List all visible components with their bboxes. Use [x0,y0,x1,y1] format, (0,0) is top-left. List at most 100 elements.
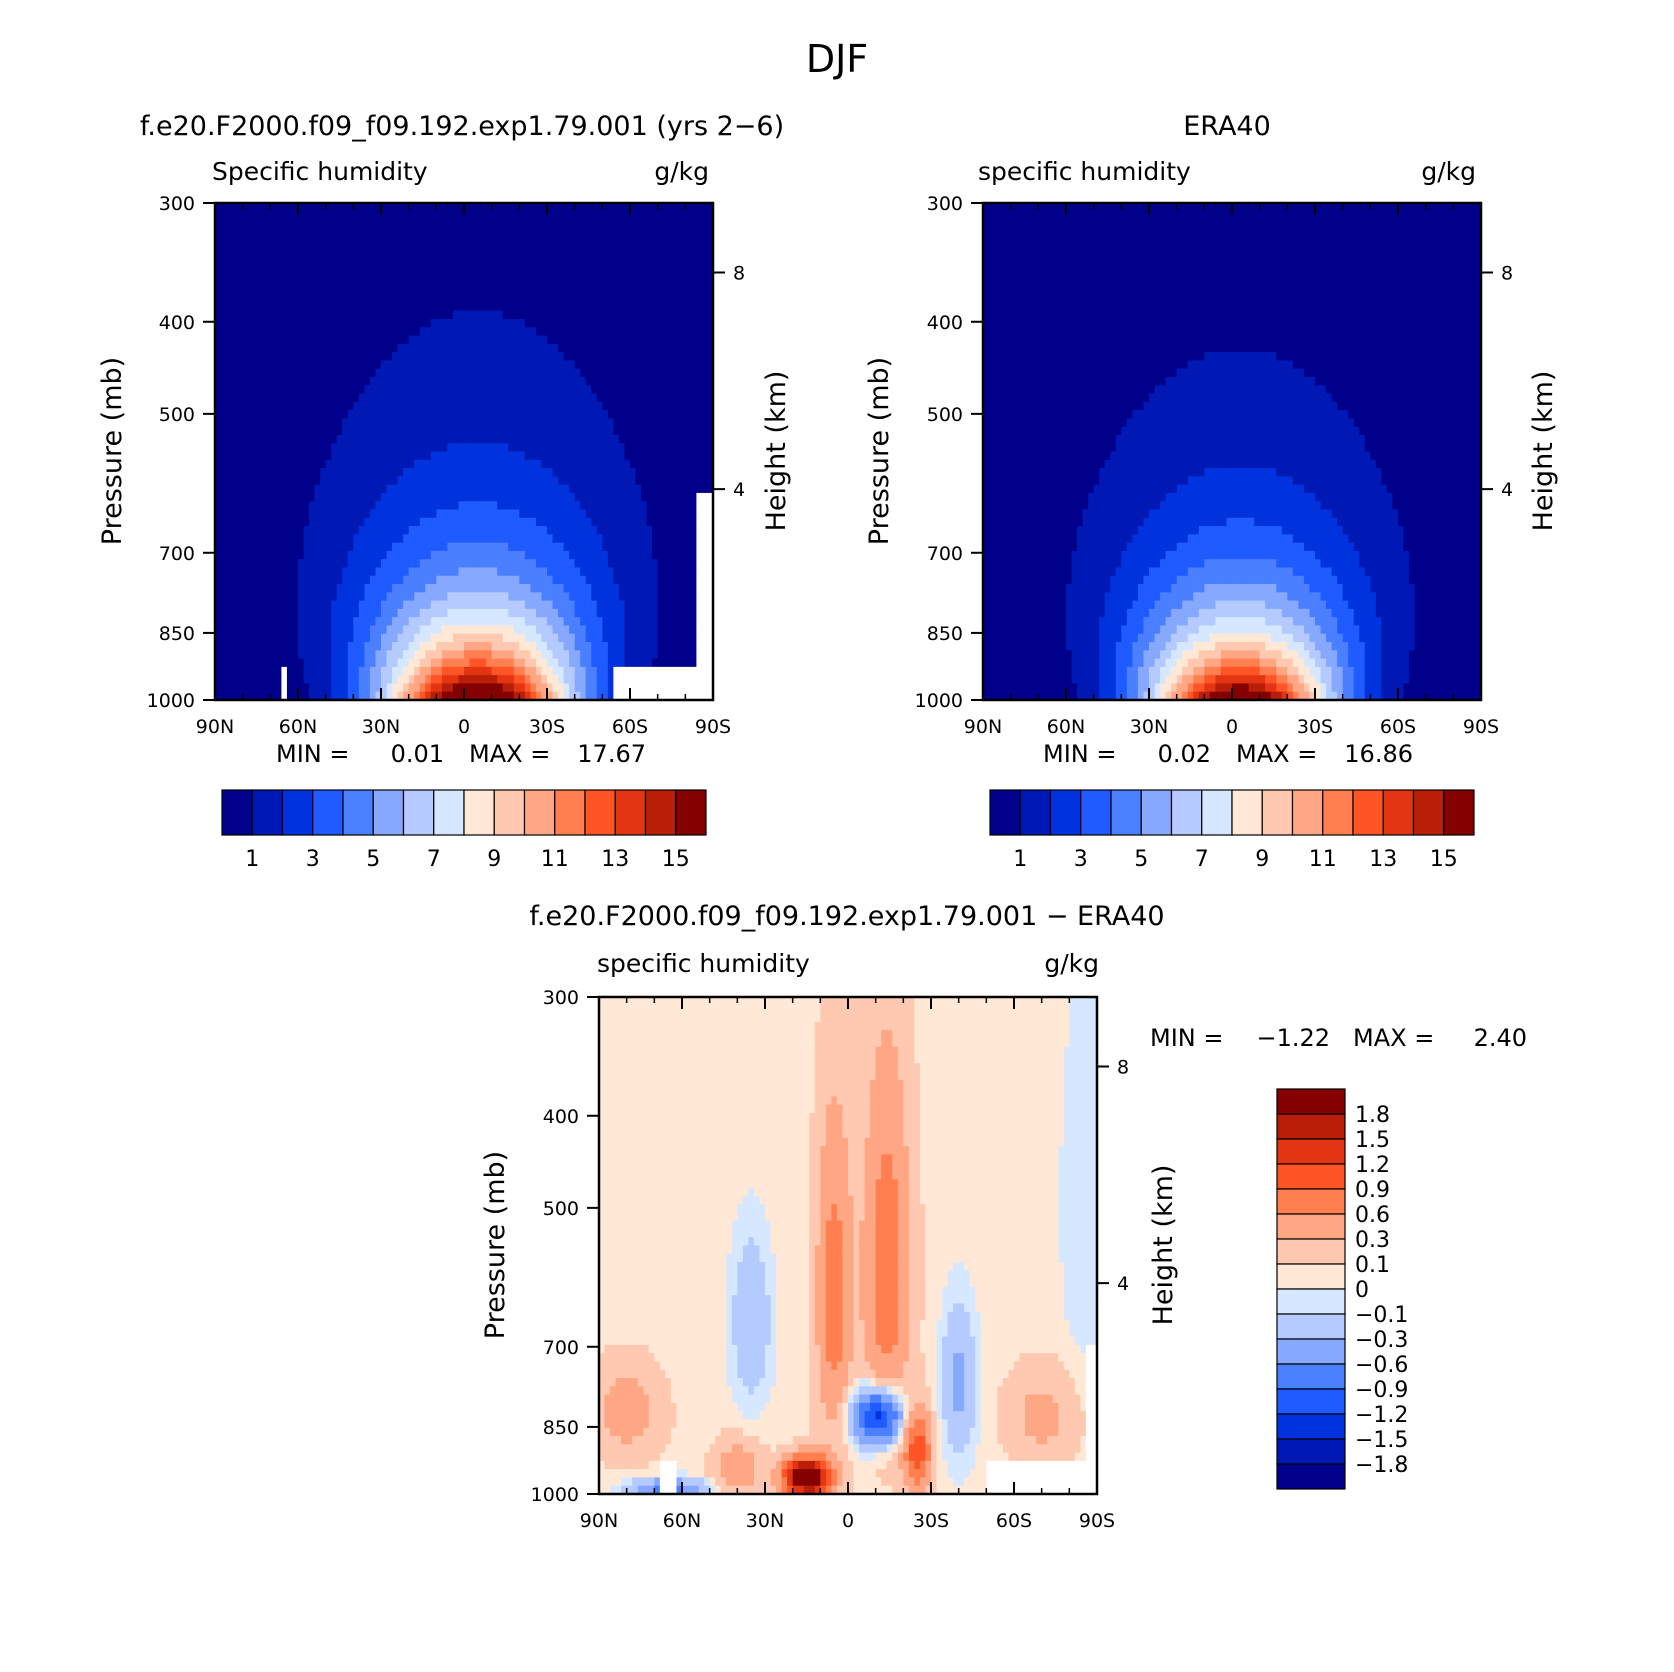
heatmap-cell [624,617,631,627]
heatmap-cell [668,526,675,535]
heatmap-cell [220,227,227,237]
heatmap-cell [309,376,316,386]
heatmap-cell [585,526,592,535]
heatmap-cell [641,575,648,585]
heatmap-cell [436,352,443,361]
heatmap-cell [486,526,493,535]
heatmap-cell [602,550,609,560]
heatmap-cell [358,625,365,635]
heatmap-cell [497,526,504,535]
heatmap-cell [641,617,648,627]
heatmap-cell [696,575,703,585]
heatmap-cell [491,227,498,237]
heatmap-cell [358,360,365,370]
heatmap-cell [286,451,294,461]
heatmap-cell [657,584,664,593]
heatmap-cell [331,501,338,511]
heatmap-cell [641,376,648,386]
heatmap-cell [458,567,465,577]
heatmap-cell [320,633,327,643]
heatmap-cell [264,343,271,353]
heatmap-cell [226,550,233,560]
heatmap-cell [519,476,526,486]
heatmap-cell [535,542,543,552]
heatmap-cell [292,526,299,535]
heatmap-cell [486,633,493,643]
heatmap-cell [386,294,393,303]
heatmap-cell [535,567,543,577]
heatmap-cell [358,385,365,395]
heatmap-cell [386,443,393,453]
heatmap-cell [264,592,271,602]
heatmap-cell [690,335,697,345]
heatmap-cell [264,327,271,337]
heatmap-cell [552,252,559,262]
heatmap-cell [309,501,316,511]
heatmap-cell [358,310,365,320]
heatmap-cell [386,658,393,668]
heatmap-cell [469,327,476,337]
heatmap-cell [237,236,244,246]
heatmap-cell [425,600,432,610]
heatmap-cell [646,302,653,312]
heatmap-cell [248,443,255,453]
heatmap-cell [242,385,249,395]
heatmap-cell [613,352,620,361]
heatmap-cell [298,410,305,419]
heatmap-cell [674,509,681,519]
heatmap-cell [436,492,443,502]
heatmap-cell [447,608,454,618]
heatmap-cell [707,343,714,353]
heatmap-cell [342,642,349,651]
heatmap-cell [580,642,587,651]
heatmap-cell [635,310,642,320]
heatmap-cell [441,434,448,444]
heatmap-cell [275,252,282,262]
heatmap-cell [275,526,282,535]
heatmap-cell [679,269,686,279]
heatmap-cell [563,219,570,229]
heatmap-cell [430,451,437,461]
heatmap-cell [497,534,504,544]
heatmap-cell [624,393,631,403]
heatmap-cell [618,203,626,212]
heatmap-cell [685,617,692,627]
heatmap-cell [381,318,388,328]
heatmap-cell [690,426,697,436]
heatmap-cell [613,600,620,610]
heatmap-cell [668,443,675,453]
heatmap-cell [668,476,675,486]
heatmap-cell [248,236,255,246]
heatmap-cell [331,434,338,444]
heatmap-cell [657,434,664,444]
heatmap-cell [707,211,714,221]
heatmap-cell [613,584,620,593]
heatmap-cell [392,401,399,411]
heatmap-cell [497,269,504,279]
heatmap-cell [596,559,603,569]
heatmap-cell [248,526,255,535]
heatmap-cell [369,410,377,419]
heatmap-cell [685,269,692,279]
heatmap-cell [513,410,520,419]
heatmap-cell [668,343,675,353]
heatmap-cell [253,550,260,560]
heatmap-cell [535,211,543,221]
heatmap-cell [580,211,587,221]
heatmap-cell [497,385,504,395]
heatmap-cell [425,608,432,618]
heatmap-cell [497,318,504,328]
heatmap-cell [635,592,642,602]
heatmap-cell [580,584,587,593]
heatmap-cell [309,302,316,312]
heatmap-cell [652,476,659,486]
heatmap-cell [392,252,399,262]
heatmap-cell [513,443,520,453]
heatmap-cell [397,219,404,229]
heatmap-cell [635,584,642,593]
heatmap-cell [641,343,648,353]
heatmap-cell [436,658,443,668]
heatmap-cell [663,542,670,552]
heatmap-cell [286,542,294,552]
heatmap-cell [624,642,631,651]
